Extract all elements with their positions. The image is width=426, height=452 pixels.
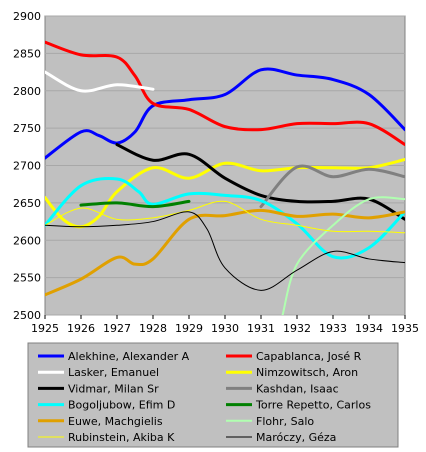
y-tick-label: 2750 [13, 122, 41, 135]
legend-label: Alekhine, Alexander A [68, 350, 190, 363]
legend-label: Kashdan, Isaac [256, 382, 339, 395]
y-tick-label: 2800 [13, 85, 41, 98]
x-tick-label: 1927 [103, 322, 131, 335]
y-tick-label: 2550 [13, 272, 41, 285]
legend-label: Flohr, Salo [256, 415, 314, 428]
legend-label: Euwe, Machgielis [68, 415, 163, 428]
legend-label: Torre Repetto, Carlos [255, 399, 371, 412]
x-tick-label: 1932 [283, 322, 311, 335]
series-line [45, 70, 155, 93]
legend: Alekhine, Alexander A Capablanca, José R L… [38, 350, 371, 444]
legend-label: Lasker, Emanuel [68, 366, 159, 379]
series-lines [45, 40, 405, 315]
y-axis-ticks: 2500 2550 2600 2650 2700 2750 2800 2850 2900 [13, 10, 41, 322]
x-tick-label: 1935 [391, 322, 419, 335]
legend-label: Rubinstein, Akiba K [68, 431, 175, 444]
series-line [45, 40, 405, 147]
x-tick-label: 1930 [211, 322, 239, 335]
x-axis-ticks: 1925 1926 1927 1928 1929 1930 1931 1932 1933 1934… [31, 315, 419, 335]
legend-box [27, 342, 399, 448]
series-line [79, 199, 191, 209]
legend-label: Capablanca, José R [256, 350, 362, 363]
x-tick-label: 1928 [139, 322, 167, 335]
series-line [281, 196, 405, 315]
y-tick-label: 2600 [13, 234, 41, 247]
legend-label: Vidmar, Milan Sr [68, 382, 159, 395]
x-tick-label: 1933 [319, 322, 347, 335]
series-line [45, 200, 405, 234]
x-tick-label: 1934 [355, 322, 383, 335]
legend-label: Maróczy, Géza [256, 431, 336, 444]
series-line [45, 211, 405, 291]
x-tick-label: 1931 [247, 322, 275, 335]
y-tick-label: 2650 [13, 197, 41, 210]
y-tick-label: 2700 [13, 160, 41, 173]
x-tick-label: 1926 [67, 322, 95, 335]
legend-label: Nimzowitsch, Aron [256, 366, 358, 379]
y-tick-label: 2900 [13, 10, 41, 23]
series-line [45, 208, 405, 297]
y-tick-label: 2850 [13, 47, 41, 60]
series-line [259, 164, 405, 209]
series-line [45, 67, 405, 160]
series-line [115, 143, 405, 221]
y-tick-label: 2500 [13, 309, 41, 322]
series-line [45, 176, 405, 260]
legend-label: Bogoljubow, Efim D [68, 399, 175, 412]
x-tick-label: 1925 [31, 322, 59, 335]
x-tick-label: 1929 [175, 322, 203, 335]
